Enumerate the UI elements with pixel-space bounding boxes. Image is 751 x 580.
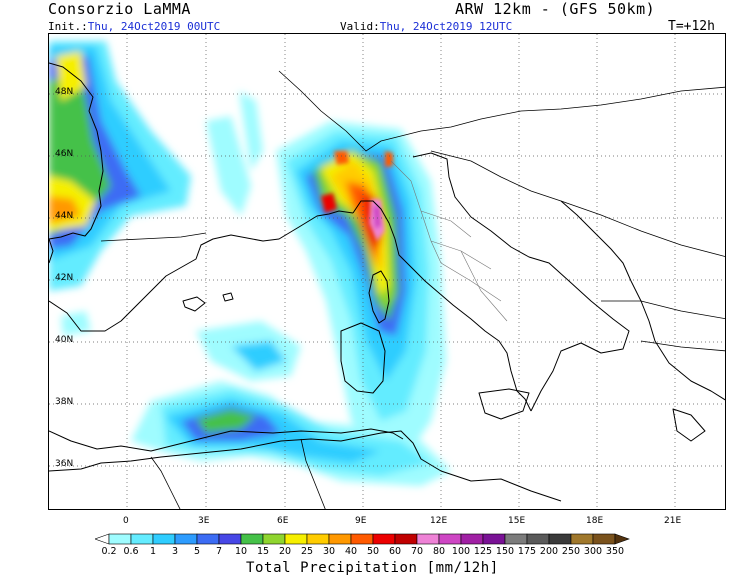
colorbar-arrow-high bbox=[614, 533, 630, 545]
colorbar-level-label: 30 bbox=[322, 546, 336, 557]
forecast-step: T=+12h bbox=[668, 19, 715, 34]
colorbar-cell bbox=[394, 533, 418, 545]
init-time: Init.:Thu, 24Oct2019 00UTC bbox=[48, 20, 220, 33]
valid-time: Valid:Thu, 24Oct2019 12UTC bbox=[340, 20, 512, 33]
colorbar-title: Total Precipitation [mm/12h] bbox=[246, 560, 499, 576]
colorbar-level-label: 80 bbox=[432, 546, 446, 557]
borders bbox=[100, 70, 725, 509]
colorbar-cell bbox=[174, 533, 198, 545]
colorbar-level-label: 20 bbox=[278, 546, 292, 557]
colorbar-cell bbox=[548, 533, 572, 545]
colorbar-cell bbox=[372, 533, 396, 545]
colorbar-level-label: 200 bbox=[539, 546, 559, 557]
lon-label: 0 bbox=[123, 516, 129, 526]
colorbar-cell bbox=[504, 533, 528, 545]
precip-colorbar bbox=[95, 533, 630, 545]
valid-prefix: Valid: bbox=[340, 20, 380, 33]
coastlines bbox=[49, 62, 725, 502]
precipitation-map: 48N 46N 44N 42N 40N 38N 36N bbox=[48, 33, 726, 510]
colorbar-cell bbox=[218, 533, 242, 545]
precip-field bbox=[49, 41, 451, 486]
lat-label: 38N bbox=[55, 397, 74, 407]
colorbar-cell bbox=[438, 533, 462, 545]
colorbar-level-label: 50 bbox=[366, 546, 380, 557]
colorbar-level-label: 10 bbox=[234, 546, 248, 557]
colorbar-cell bbox=[526, 533, 550, 545]
lat-label: 48N bbox=[55, 87, 74, 97]
colorbar-level-label: 3 bbox=[171, 546, 179, 557]
lon-label: 3E bbox=[198, 516, 210, 526]
colorbar-level-label: 60 bbox=[388, 546, 402, 557]
colorbar-level-label: 100 bbox=[451, 546, 471, 557]
colorbar-level-label: 7 bbox=[215, 546, 223, 557]
lat-label: 36N bbox=[55, 459, 74, 469]
colorbar-cell bbox=[460, 533, 484, 545]
lon-label: 21E bbox=[664, 516, 682, 526]
lon-label: 6E bbox=[277, 516, 289, 526]
colorbar-level-label: 15 bbox=[256, 546, 270, 557]
colorbar-level-label: 350 bbox=[605, 546, 625, 557]
colorbar-cell bbox=[482, 533, 506, 545]
colorbar-level-label: 1 bbox=[149, 546, 157, 557]
colorbar-cell bbox=[262, 533, 286, 545]
colorbar-level-label: 25 bbox=[300, 546, 314, 557]
lon-label: 9E bbox=[355, 516, 367, 526]
lat-label: 44N bbox=[55, 211, 74, 221]
colorbar-arrow-low bbox=[95, 533, 110, 545]
colorbar-level-label: 0.6 bbox=[123, 546, 139, 557]
init-value: Thu, 24Oct2019 00UTC bbox=[87, 20, 221, 33]
colorbar-cell bbox=[152, 533, 176, 545]
colorbar-level-label: 40 bbox=[344, 546, 358, 557]
colorbar-level-label: 125 bbox=[473, 546, 493, 557]
lon-label: 15E bbox=[508, 516, 526, 526]
colorbar-cell bbox=[592, 533, 616, 545]
colorbar-cell bbox=[130, 533, 154, 545]
lon-label: 12E bbox=[430, 516, 448, 526]
colorbar-cell bbox=[284, 533, 308, 545]
colorbar-cell bbox=[196, 533, 220, 545]
colorbar-level-label: 70 bbox=[410, 546, 424, 557]
colorbar-level-label: 300 bbox=[583, 546, 603, 557]
regional-borders bbox=[390, 160, 508, 322]
colorbar-cell bbox=[328, 533, 352, 545]
init-prefix: Init.: bbox=[48, 20, 88, 33]
provider-title: Consorzio LaMMA bbox=[48, 0, 191, 18]
model-title: ARW 12km - (GFS 50km) bbox=[455, 0, 656, 18]
lon-label: 18E bbox=[586, 516, 604, 526]
lat-label: 46N bbox=[55, 149, 74, 159]
colorbar-cell bbox=[108, 533, 132, 545]
colorbar-cell bbox=[306, 533, 330, 545]
valid-value: Thu, 24Oct2019 12UTC bbox=[379, 20, 513, 33]
colorbar-level-label: 0.2 bbox=[101, 546, 117, 557]
colorbar-cell bbox=[240, 533, 264, 545]
colorbar-cell bbox=[416, 533, 440, 545]
colorbar-level-label: 250 bbox=[561, 546, 581, 557]
colorbar-level-label: 150 bbox=[495, 546, 515, 557]
colorbar-level-label: 175 bbox=[517, 546, 537, 557]
colorbar-cell bbox=[350, 533, 374, 545]
lat-label: 40N bbox=[55, 335, 74, 345]
colorbar-cell bbox=[570, 533, 594, 545]
colorbar-level-label: 5 bbox=[193, 546, 201, 557]
lat-label: 42N bbox=[55, 273, 74, 283]
map-graphic bbox=[49, 34, 725, 509]
